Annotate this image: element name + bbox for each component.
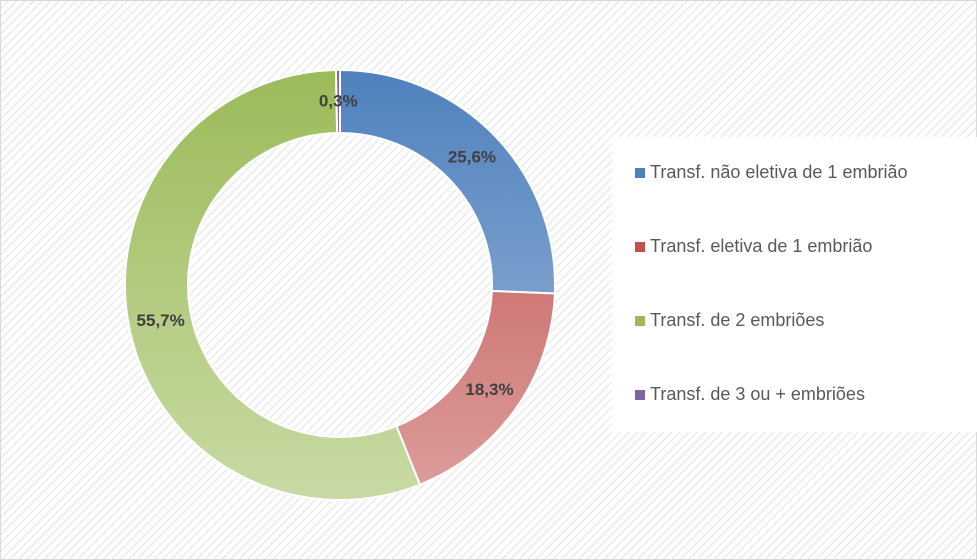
legend-label: Transf. eletiva de 1 embrião [650, 236, 872, 256]
legend-label: Transf. de 2 embriões [650, 310, 824, 330]
donut-slice [124, 69, 422, 501]
legend-swatch [635, 316, 645, 326]
data-label: 55,7% [137, 311, 185, 330]
legend-label: Transf. não eletiva de 1 embrião [650, 162, 907, 182]
data-label: 18,3% [465, 380, 513, 399]
legend-swatch [635, 242, 645, 252]
data-label: 25,6% [448, 148, 496, 167]
data-label: 0,3% [319, 91, 358, 110]
legend-swatch [635, 390, 645, 400]
legend-swatch [635, 168, 645, 178]
donut-slice [339, 68, 556, 295]
donut-slice [334, 68, 341, 135]
legend-box [612, 137, 977, 432]
legend-label: Transf. de 3 ou + embriões [650, 384, 865, 404]
